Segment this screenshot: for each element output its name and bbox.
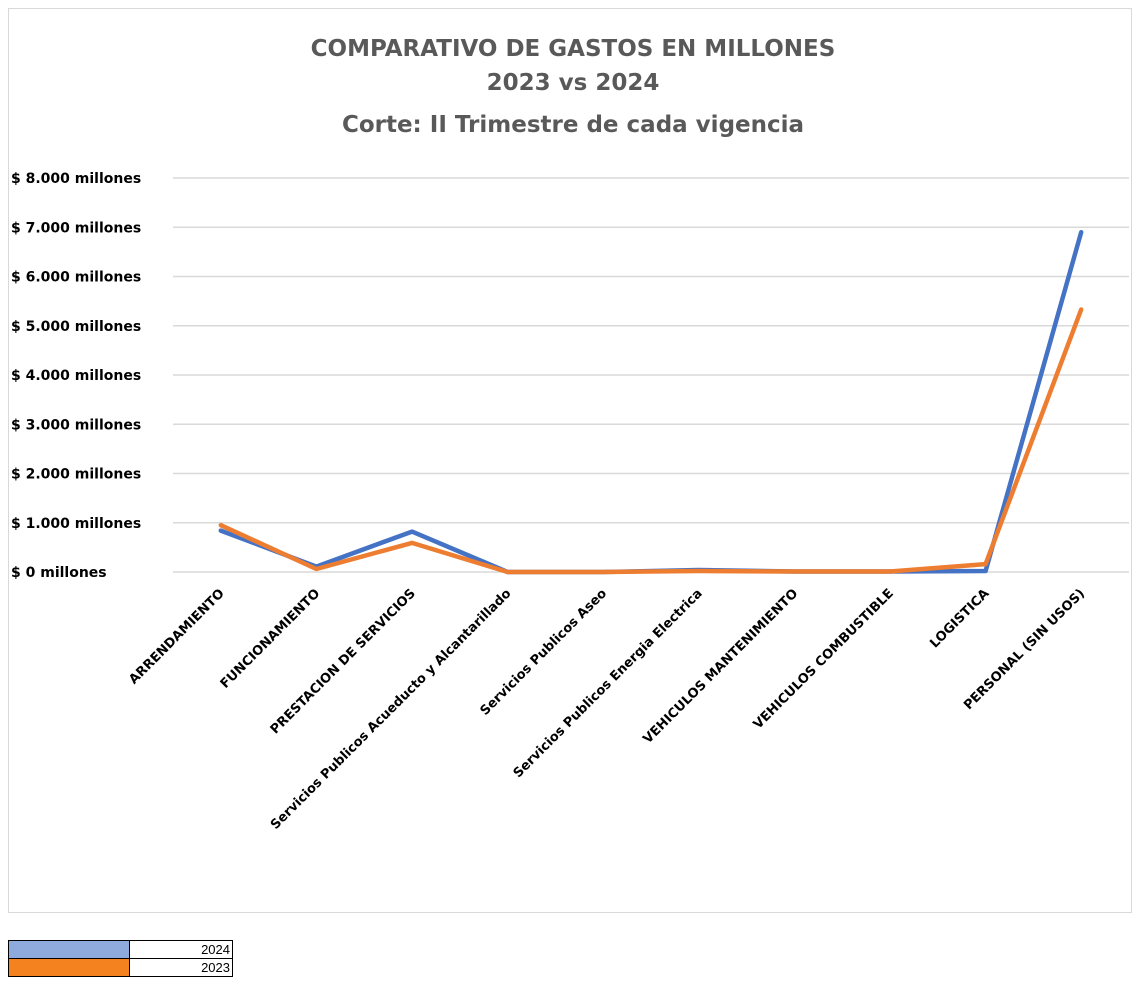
x-tick-label: ARRENDAMIENTO <box>126 586 227 687</box>
y-tick-label: $ 7.000 millones <box>11 220 141 236</box>
x-tick-label: Servicios Publicos Energia Electrica <box>511 586 706 781</box>
line-chart: COMPARATIVO DE GASTOS EN MILLONES 2023 vs… <box>11 36 1129 833</box>
y-tick-label: $ 5.000 millones <box>11 319 141 335</box>
series-line-2024 <box>218 229 1084 575</box>
y-tick-label: $ 0 millones <box>11 565 107 581</box>
chart-title-line-1: COMPARATIVO DE GASTOS EN MILLONES <box>311 36 836 62</box>
legend-swatch-2024 <box>8 940 130 959</box>
chart-title: COMPARATIVO DE GASTOS EN MILLONES 2023 vs… <box>311 36 836 138</box>
legend-row-2023: 2023 <box>8 958 233 977</box>
legend: 2024 2023 <box>8 940 233 977</box>
legend-swatch-2023 <box>8 958 130 977</box>
chart-title-line-2: 2023 vs 2024 <box>487 70 660 96</box>
series-lines <box>218 229 1084 575</box>
y-tick-label: $ 1.000 millones <box>11 516 141 532</box>
y-tick-label: $ 3.000 millones <box>11 417 141 433</box>
x-tick-label: LOGISTICA <box>927 586 992 651</box>
series-line-2023 <box>218 307 1084 575</box>
chart-area: COMPARATIVO DE GASTOS EN MILLONES 2023 vs… <box>8 8 1132 913</box>
y-axis-ticks: $ 0 millones $ 1.000 millones $ 2.000 mill… <box>11 171 141 581</box>
x-tick-label: VEHICULOS MANTENIMIENTO <box>640 586 801 747</box>
y-tick-label: $ 6.000 millones <box>11 270 141 286</box>
legend-label-2023: 2023 <box>129 958 233 977</box>
chart-title-line-3: Corte: II Trimestre de cada vigencia <box>342 112 804 138</box>
y-tick-label: $ 4.000 millones <box>11 368 141 384</box>
legend-label-2024: 2024 <box>129 940 233 959</box>
y-tick-label: $ 2.000 millones <box>11 467 141 483</box>
y-tick-label: $ 8.000 millones <box>11 171 141 187</box>
gridlines <box>173 177 1129 573</box>
x-tick-label: FUNCIONAMIENTO <box>218 586 323 691</box>
legend-row-2024: 2024 <box>8 940 233 959</box>
